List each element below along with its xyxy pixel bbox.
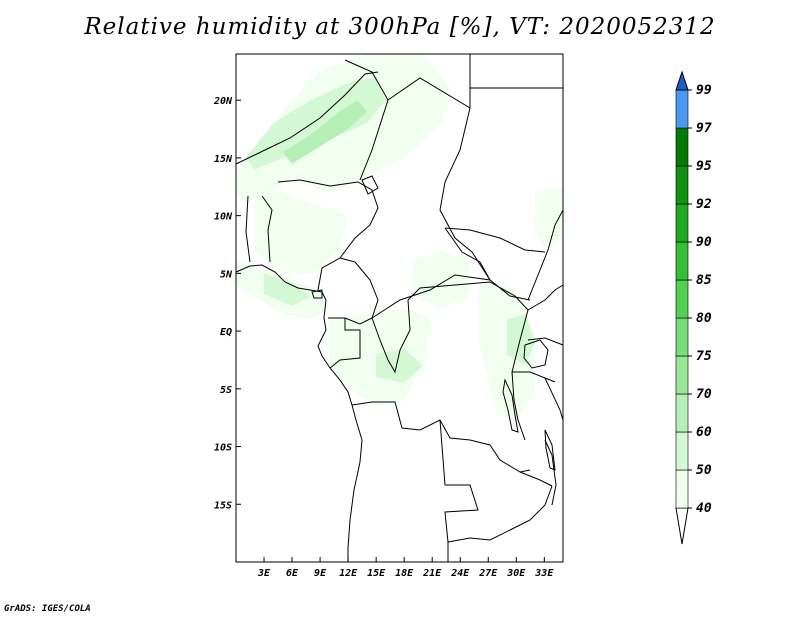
border-niger-chad: [387, 77, 491, 281]
lon-tick-label: 30E: [506, 568, 526, 579]
colorbar-label: 75: [696, 349, 712, 364]
colorbar-swatch-75: [675, 317, 689, 357]
border-sudan-ethiopia: [527, 209, 564, 301]
grads-credit: GrADS: IGES/COLA: [4, 604, 91, 614]
colorbar-label: 40: [696, 501, 712, 516]
lon-tick-label: 24E: [450, 568, 470, 579]
border-ghana: [245, 195, 251, 263]
lat-tick-label: 5N: [220, 269, 233, 280]
map-title: Relative humidity at 300hPa [%], VT: 202…: [84, 14, 716, 40]
latitude-axis: 20N 15N 10N 5N EQ 5S 10S 15S: [213, 96, 241, 511]
lat-tick-label: EQ: [220, 327, 232, 338]
border-car: [371, 274, 531, 319]
border-drc-north: [407, 281, 529, 311]
border-mali-niger: [235, 71, 379, 165]
border-benin: [261, 195, 273, 263]
humidity-area-60: [282, 100, 367, 164]
colorbar-swatch-50: [675, 431, 689, 471]
colorbar-label: 85: [696, 273, 712, 288]
border-drc-south: [351, 401, 531, 473]
lon-tick-label: 3E: [257, 568, 271, 579]
border-tanzania: [527, 284, 564, 311]
humidity-area-50: [264, 273, 311, 306]
colorbar-label: 95: [696, 159, 712, 174]
lat-tick-label: 15N: [214, 154, 233, 165]
lon-tick-label: 27E: [478, 568, 498, 579]
lon-tick-label: 9E: [314, 568, 327, 579]
colorbar-label: 90: [696, 235, 712, 250]
lake-volta: [311, 289, 323, 299]
lake-chad: [361, 175, 379, 195]
map-panel: 20N 15N 10N 5N EQ 5S 10S 15S 3E 6E 9E 12E 15E 18E 21E…: [213, 53, 564, 579]
map-frame: [235, 53, 564, 563]
border-congo: [371, 299, 411, 374]
humidity-area-50: [506, 313, 535, 366]
humidity-area-50: [376, 348, 423, 383]
colorbar-swatch-95: [675, 127, 689, 167]
colorbar-swatch-92: [675, 165, 689, 205]
border-car-sudan: [444, 227, 491, 281]
colorbar-swatch-90: [675, 203, 689, 243]
colorbar-swatch-85: [675, 241, 689, 281]
lon-tick-label: 15E: [367, 568, 386, 579]
country-borders: [235, 54, 564, 562]
colorbar: 40 50 60 70 75 80 85 90 92 95 97 99: [675, 70, 712, 545]
lake-malawi: [544, 429, 556, 471]
lat-tick-label: 5S: [220, 385, 232, 396]
border-zambia-south: [447, 485, 553, 543]
humidity-area-40: [254, 192, 349, 274]
lake-victoria: [523, 339, 549, 369]
border-rwanda: [512, 371, 556, 383]
humidity-area-50: [245, 77, 386, 170]
colorbar-lower-arrow: [675, 507, 689, 545]
border-cameroon: [328, 257, 379, 325]
coastline-west-africa: [235, 264, 363, 562]
colorbar-label: 99: [696, 83, 712, 98]
border-gabon: [328, 317, 361, 369]
colorbar-label: 50: [696, 463, 712, 478]
longitude-axis: 3E 6E 9E 12E 15E 18E 21E 24E 27E 30E 33E: [257, 557, 554, 579]
humidity-shading: [236, 54, 563, 424]
colorbar-label: 92: [696, 197, 712, 212]
lat-tick-label: 20N: [213, 96, 233, 107]
border-south-sudan: [444, 227, 546, 253]
lon-tick-label: 33E: [534, 568, 554, 579]
colorbar-swatch-70: [675, 355, 689, 395]
lat-tick-label: 10N: [214, 212, 233, 223]
border-kenya-tanz: [544, 377, 564, 421]
lat-tick-label: 10S: [214, 443, 232, 454]
colorbar-swatch-80: [675, 279, 689, 319]
colorbar-label: 70: [696, 387, 712, 402]
colorbar-swatch-60: [675, 393, 689, 433]
lon-tick-label: 6E: [286, 568, 299, 579]
colorbar-label: 60: [696, 425, 712, 440]
colorbar-swatch-40: [675, 469, 689, 509]
border-nigeria-north: [277, 179, 379, 291]
lon-tick-label: 12E: [339, 568, 358, 579]
colorbar-label: 97: [696, 121, 712, 136]
border-moz: [519, 471, 553, 487]
lat-tick-label: 15S: [214, 500, 232, 511]
humidity-area-40: [535, 186, 563, 251]
lake-tanganyika: [502, 378, 519, 433]
lon-tick-label: 21E: [422, 568, 442, 579]
colorbar-upper-arrow: [675, 70, 689, 91]
border-drc-east: [511, 309, 529, 441]
border-uganda-kenya: [527, 337, 564, 346]
colorbar-swatch-97: [675, 89, 689, 129]
colorbar-label: 80: [696, 311, 712, 326]
lon-tick-label: 18E: [395, 568, 414, 579]
humidity-area-40: [413, 250, 470, 308]
